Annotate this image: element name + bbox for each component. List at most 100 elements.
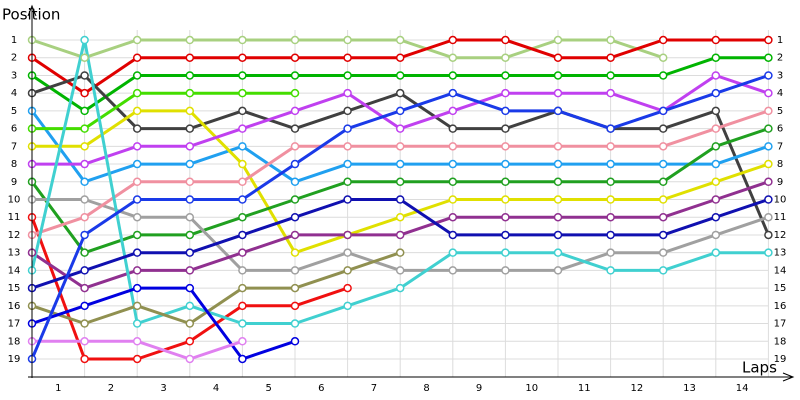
point — [132, 337, 142, 346]
x-tick-label: 7 — [371, 383, 377, 394]
y-tick-label-right: 2 — [777, 53, 783, 64]
point — [658, 195, 668, 204]
point — [290, 283, 300, 293]
point — [764, 88, 773, 98]
point — [290, 159, 300, 169]
point — [395, 212, 405, 222]
point — [448, 88, 458, 98]
point — [290, 71, 300, 80]
x-tick-label: 3 — [160, 383, 166, 394]
point — [80, 248, 89, 257]
point — [553, 177, 563, 187]
point — [238, 106, 247, 116]
x-tick-label: 11 — [578, 383, 591, 394]
point — [343, 71, 352, 80]
point — [185, 106, 195, 116]
point — [764, 177, 773, 187]
point — [553, 71, 563, 80]
point — [501, 159, 510, 169]
y-tick-label-right: 11 — [774, 212, 787, 223]
point — [290, 142, 300, 151]
point — [501, 88, 510, 98]
y-tick-label: 17 — [8, 319, 21, 330]
point — [80, 212, 89, 222]
point — [448, 159, 458, 169]
point — [290, 230, 300, 240]
point — [238, 354, 247, 364]
point — [185, 230, 195, 240]
x-tick-label: 9 — [476, 383, 482, 394]
y-tick-label: 13 — [8, 248, 21, 259]
y-tick-label: 7 — [11, 141, 17, 152]
point — [185, 195, 195, 204]
point — [132, 177, 142, 187]
point — [185, 319, 195, 328]
point — [238, 124, 247, 133]
point — [290, 266, 300, 275]
point — [343, 106, 352, 116]
point — [343, 177, 352, 187]
point — [658, 124, 668, 133]
point — [238, 195, 247, 204]
point — [290, 177, 300, 187]
y-tick-label-right: 9 — [777, 177, 783, 188]
point — [448, 195, 458, 204]
y-tick-label: 5 — [11, 106, 17, 117]
point — [395, 106, 405, 116]
point — [80, 301, 89, 311]
y-tick-label-right: 16 — [774, 301, 787, 312]
y-tick-label: 3 — [11, 70, 17, 81]
x-tick-label: 14 — [736, 383, 749, 394]
point — [132, 53, 142, 62]
point — [711, 212, 721, 222]
point — [238, 35, 247, 45]
point — [711, 106, 721, 116]
point — [606, 248, 615, 257]
point — [764, 142, 773, 151]
point — [343, 142, 352, 151]
point — [606, 124, 615, 133]
point — [764, 159, 773, 169]
point — [238, 230, 247, 240]
x-tick-label: 13 — [683, 383, 696, 394]
point — [553, 35, 563, 45]
point — [764, 53, 773, 62]
point — [343, 283, 352, 293]
point — [501, 71, 510, 80]
point — [658, 230, 668, 240]
point — [501, 124, 510, 133]
point — [290, 124, 300, 133]
point — [501, 230, 510, 240]
point — [132, 88, 142, 98]
point — [711, 142, 721, 151]
point — [606, 71, 615, 80]
point — [658, 142, 668, 151]
point — [764, 71, 773, 80]
point — [448, 35, 458, 45]
y-axis-title: Position — [2, 6, 60, 24]
point — [343, 266, 352, 275]
point — [606, 177, 615, 187]
point — [290, 35, 300, 45]
point — [343, 88, 352, 98]
y-tick-label-right: 6 — [777, 124, 783, 135]
point — [290, 212, 300, 222]
y-tick-label-right: 17 — [774, 319, 787, 330]
series-line — [31, 251, 401, 325]
point — [764, 195, 773, 204]
y-axis-arrow — [27, 4, 37, 17]
y-tick-label: 10 — [8, 195, 21, 206]
point — [238, 283, 247, 293]
point — [501, 177, 510, 187]
point — [343, 248, 352, 257]
point — [448, 230, 458, 240]
point — [764, 230, 773, 240]
point — [711, 248, 721, 257]
y-tick-label: 4 — [11, 88, 17, 99]
point — [80, 35, 89, 45]
point — [185, 354, 195, 364]
point — [290, 301, 300, 311]
point — [395, 230, 405, 240]
point — [132, 71, 142, 80]
point — [238, 177, 247, 187]
